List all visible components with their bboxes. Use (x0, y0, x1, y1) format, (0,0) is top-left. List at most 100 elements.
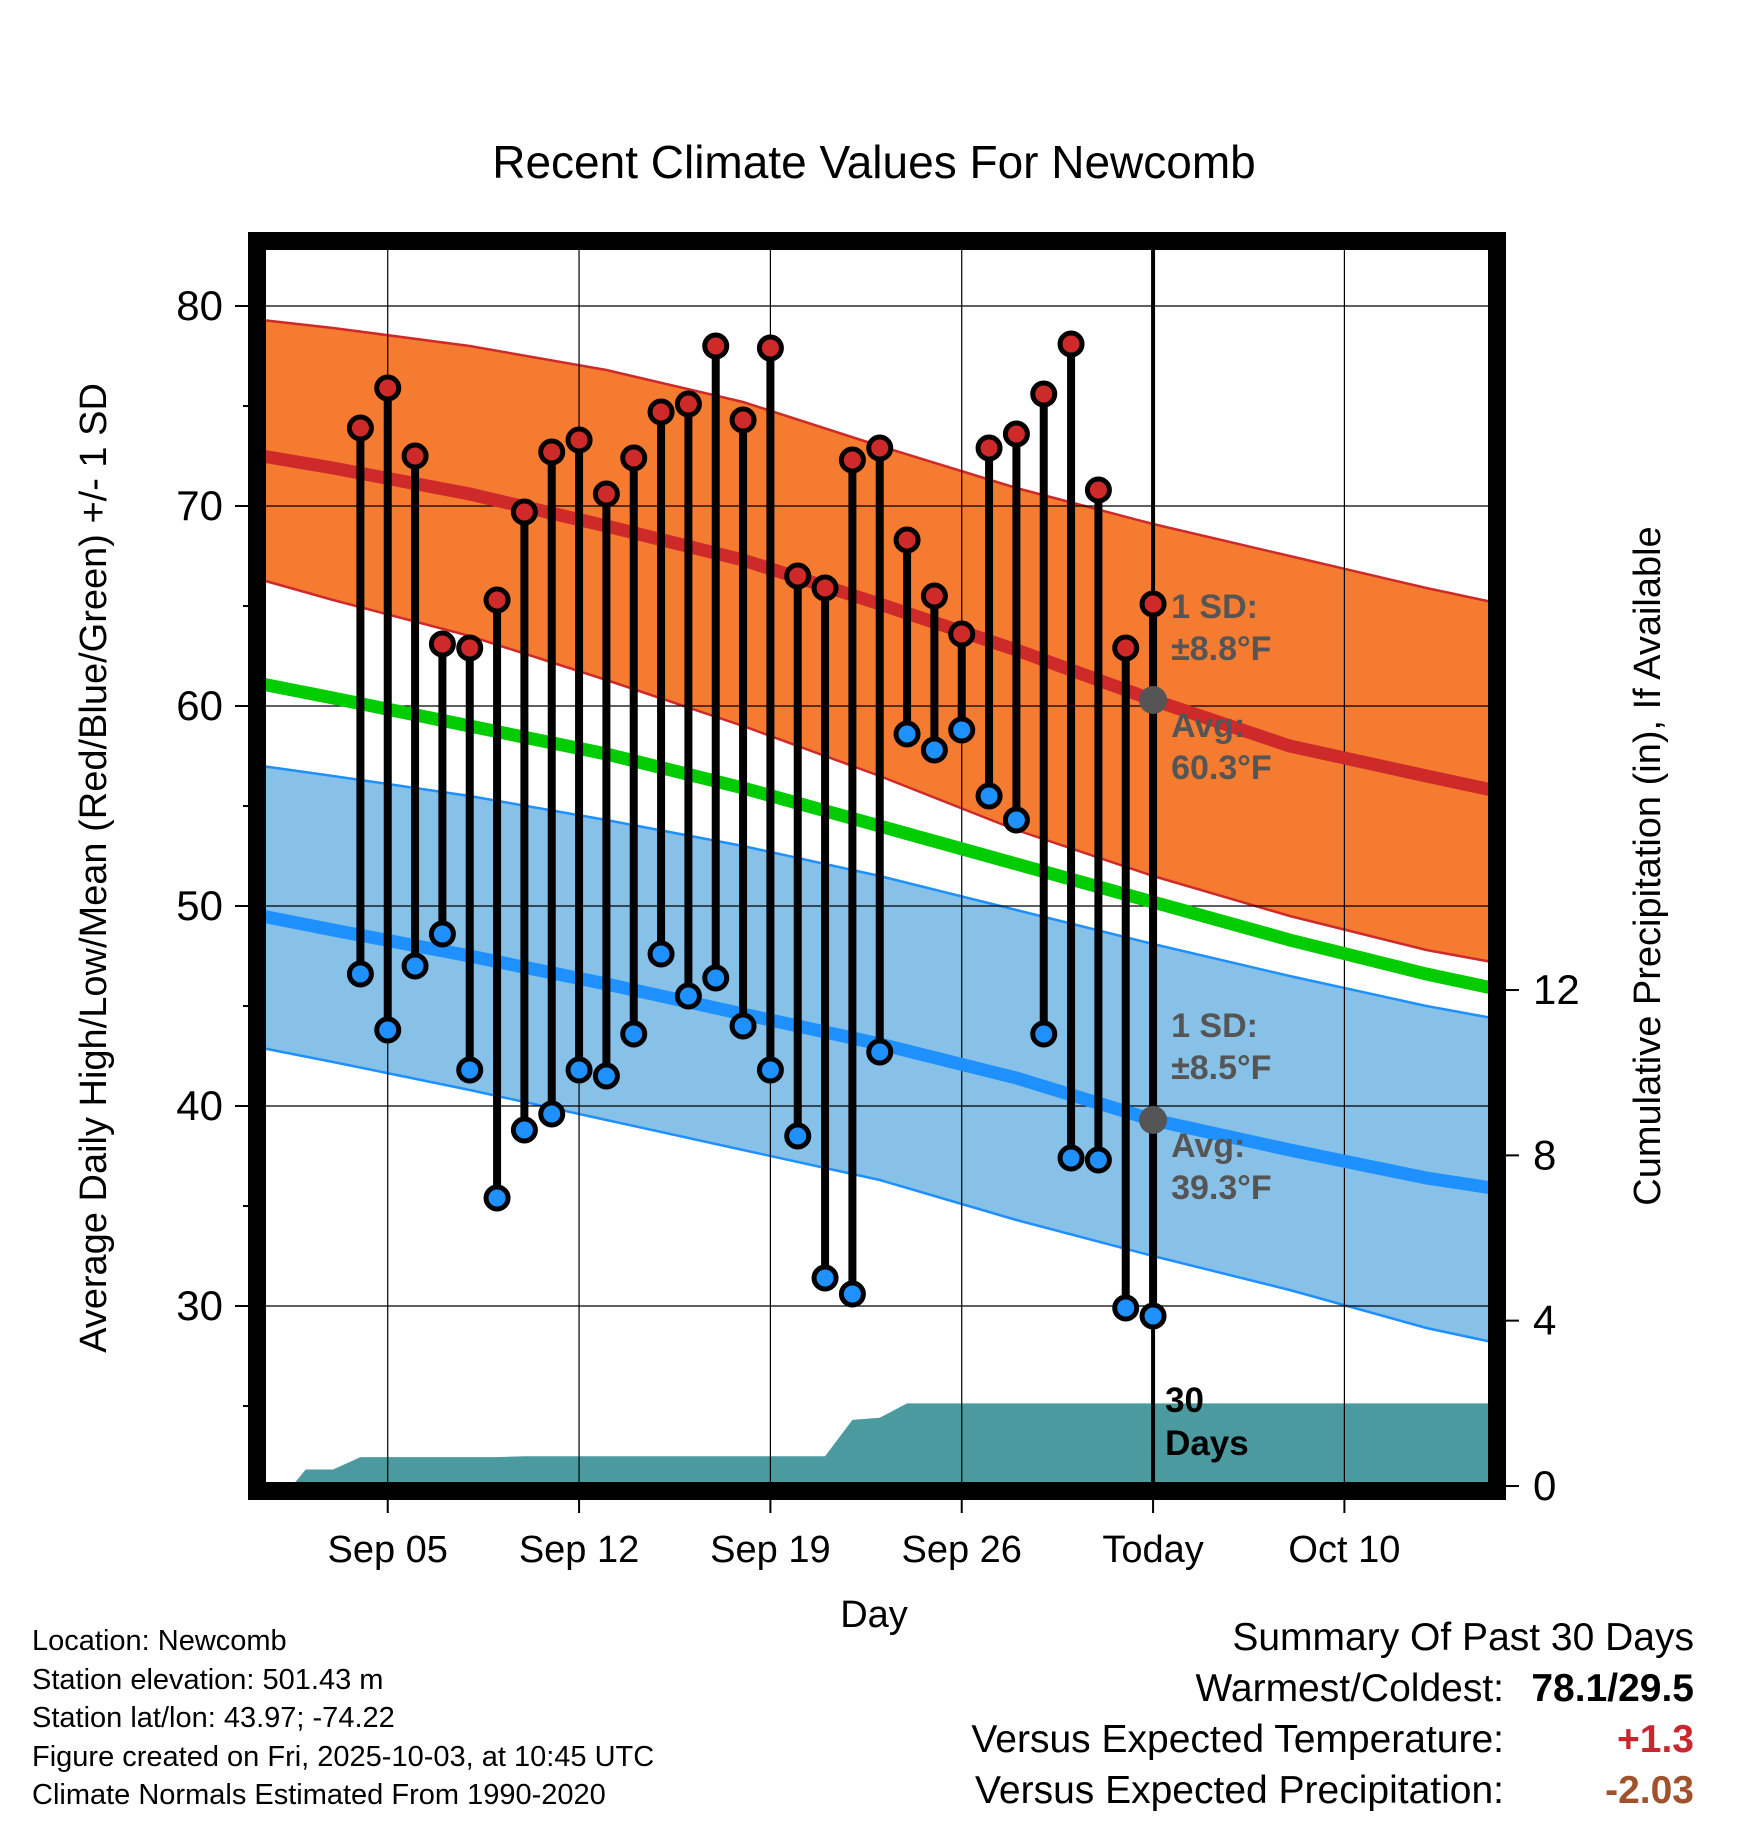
daily-low-point (428, 920, 456, 948)
daily-low-point (756, 1056, 784, 1084)
daily-high-point (756, 334, 784, 362)
meta-latlon: Station lat/lon: 43.97; -74.22 (32, 1702, 395, 1734)
y-tick-label: 50 (176, 882, 223, 929)
y2-axis-label: Cumulative Precipitation (in), If Availa… (1627, 526, 1669, 1205)
y2-tick-label: 4 (1533, 1297, 1556, 1344)
y2-tick-label: 12 (1533, 966, 1580, 1013)
daily-low-point (784, 1122, 812, 1150)
daily-high-point (1030, 380, 1058, 408)
daily-low-point (620, 1020, 648, 1048)
y-tick-label: 70 (176, 482, 223, 529)
high-avg-label: Avg: (1171, 707, 1245, 745)
x-tick-label: Today (1102, 1529, 1203, 1571)
warm-cold-value: 78.1/29.5 (1531, 1667, 1694, 1710)
precip-area-layer (262, 1403, 1492, 1486)
daily-low-point (565, 1056, 593, 1084)
daily-high-point (1112, 634, 1140, 662)
daily-low-point (483, 1184, 511, 1212)
daily-high-point (1002, 420, 1030, 448)
daily-high-point (920, 582, 948, 610)
daily-low-point (838, 1280, 866, 1308)
daily-low-point (975, 782, 1003, 810)
daily-low-point (811, 1264, 839, 1292)
daily-high-point (428, 630, 456, 658)
high-sd-label: 1 SD: (1171, 588, 1258, 626)
daily-high-point (483, 586, 511, 614)
low-avg-label: Avg: (1171, 1127, 1245, 1165)
daily-low-point (592, 1062, 620, 1090)
daily-low-point (1002, 806, 1030, 834)
daily-high-point (975, 434, 1003, 462)
daily-low-point (538, 1100, 566, 1128)
low-sd-label: 1 SD: (1171, 1007, 1258, 1045)
station-meta: Location: Newcomb Station elevation: 501… (32, 1622, 654, 1815)
daily-low-point (456, 1056, 484, 1084)
daily-low-point (729, 1012, 757, 1040)
daily-high-point (1057, 330, 1085, 358)
daily-high-point (838, 446, 866, 474)
daily-high-point (346, 414, 374, 442)
daily-low-point (893, 720, 921, 748)
y-tick-label: 60 (176, 682, 223, 729)
daily-low-point (674, 982, 702, 1010)
daily-high-point (948, 620, 976, 648)
low-avg-marker (1139, 1106, 1168, 1134)
warm-cold-label: Warmest/Coldest: (1195, 1667, 1504, 1710)
daily-high-point (620, 444, 648, 472)
x-tick-label: Oct 10 (1288, 1529, 1400, 1571)
precip-label: Versus Expected Precipitation: (975, 1769, 1504, 1812)
daily-high-point (401, 442, 429, 470)
x-tick-label: Sep 26 (902, 1529, 1022, 1571)
daily-high-point (565, 426, 593, 454)
daily-low-point (1030, 1020, 1058, 1048)
daily-high-point (866, 434, 894, 462)
y-axis-label: Average Daily High/Low/Mean (Red/Blue/Gr… (73, 383, 115, 1353)
meta-location: Location: Newcomb (32, 1625, 287, 1657)
daily-high-point (647, 398, 675, 426)
daily-high-point (456, 634, 484, 662)
daily-low-point (401, 952, 429, 980)
low-sd-value: ±8.5°F (1171, 1049, 1271, 1087)
y-tick-label: 80 (176, 282, 223, 329)
daily-low-point (647, 940, 675, 968)
x-tick-label: Sep 12 (519, 1529, 639, 1571)
y2-tick-label: 0 (1533, 1462, 1556, 1509)
plot-frame (248, 232, 1506, 1500)
low-band-lower-edge (261, 1046, 1493, 1344)
temp-label: Versus Expected Temperature: (971, 1718, 1504, 1761)
daily-high-point (729, 406, 757, 434)
daily-low-point (1084, 1146, 1112, 1174)
summary-temp: Versus Expected Temperature: +1.3 (971, 1714, 1694, 1765)
plot-border (248, 232, 1506, 1500)
axes-layer: 30 40 50 60 70 80 0 4 8 12 Sep 05 Sep 12 Sep 19 Sep 2… (73, 282, 1669, 1636)
days-count-label: 30 (1165, 1381, 1204, 1420)
daily-low-point (948, 716, 976, 744)
daily-low-point (346, 960, 374, 988)
daily-high-point (592, 480, 620, 508)
summary-title: Summary Of Past 30 Days (1232, 1616, 1694, 1659)
daily-high-point (1139, 590, 1167, 618)
daily-high-point (510, 498, 538, 526)
daily-high-point (674, 390, 702, 418)
daily-range-layer (346, 330, 1167, 1330)
summary-panel: Summary Of Past 30 Days Warmest/Coldest:… (971, 1612, 1694, 1816)
x-tick-label: Sep 05 (328, 1529, 448, 1571)
daily-low-point (1057, 1144, 1085, 1172)
daily-low-point (374, 1016, 402, 1044)
daily-high-point (1084, 476, 1112, 504)
days-word-label: Days (1165, 1424, 1249, 1463)
x-tick-label: Sep 19 (710, 1529, 830, 1571)
annotation-layer: 1 SD: ±8.8°F Avg: 60.3°F 1 SD: ±8.5°F Avg: 39.3… (1139, 588, 1272, 1463)
daily-low-point (702, 964, 730, 992)
daily-low-point (920, 736, 948, 764)
y-tick-label: 40 (176, 1082, 223, 1129)
daily-high-point (538, 438, 566, 466)
high-avg-value: 60.3°F (1171, 749, 1272, 787)
precip-area (262, 1403, 1492, 1486)
daily-low-point (1112, 1294, 1140, 1322)
y-tick-label: 30 (176, 1282, 223, 1329)
temp-value: +1.3 (1617, 1718, 1694, 1761)
daily-high-point (811, 574, 839, 602)
daily-high-point (893, 526, 921, 554)
